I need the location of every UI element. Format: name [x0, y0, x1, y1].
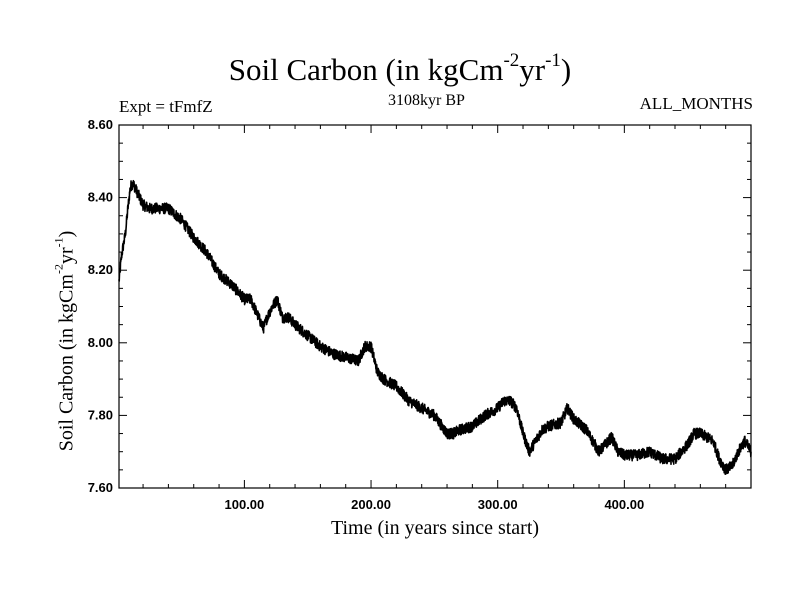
- y-tick-label: 7.60: [88, 480, 113, 495]
- experiment-label: Expt = tFmfZ: [119, 97, 213, 116]
- y-tick-label: 7.80: [88, 407, 113, 422]
- y-tick-label: 8.60: [88, 117, 113, 132]
- series-line-soil-carbon: [118, 179, 752, 476]
- plot-frame: [118, 124, 752, 489]
- time-period-label: 3108kyr BP: [388, 92, 465, 109]
- months-label: ALL_MONTHS: [639, 94, 753, 113]
- y-tick-label: 8.00: [88, 335, 113, 350]
- y-tick-label: 8.40: [88, 190, 113, 205]
- y-axis-label: Soil Carbon (in kgCm-2yr-1): [51, 230, 78, 452]
- x-tick-label: 300.00: [478, 497, 518, 512]
- chart-title: Soil Carbon (in kgCm-2yr-1): [228, 49, 572, 87]
- x-tick-label: 100.00: [225, 497, 265, 512]
- x-tick-label: 400.00: [604, 497, 644, 512]
- x-axis-label: Time (in years since start): [330, 517, 540, 539]
- x-tick-label: 200.00: [351, 497, 391, 512]
- y-tick-label: 8.20: [88, 262, 113, 277]
